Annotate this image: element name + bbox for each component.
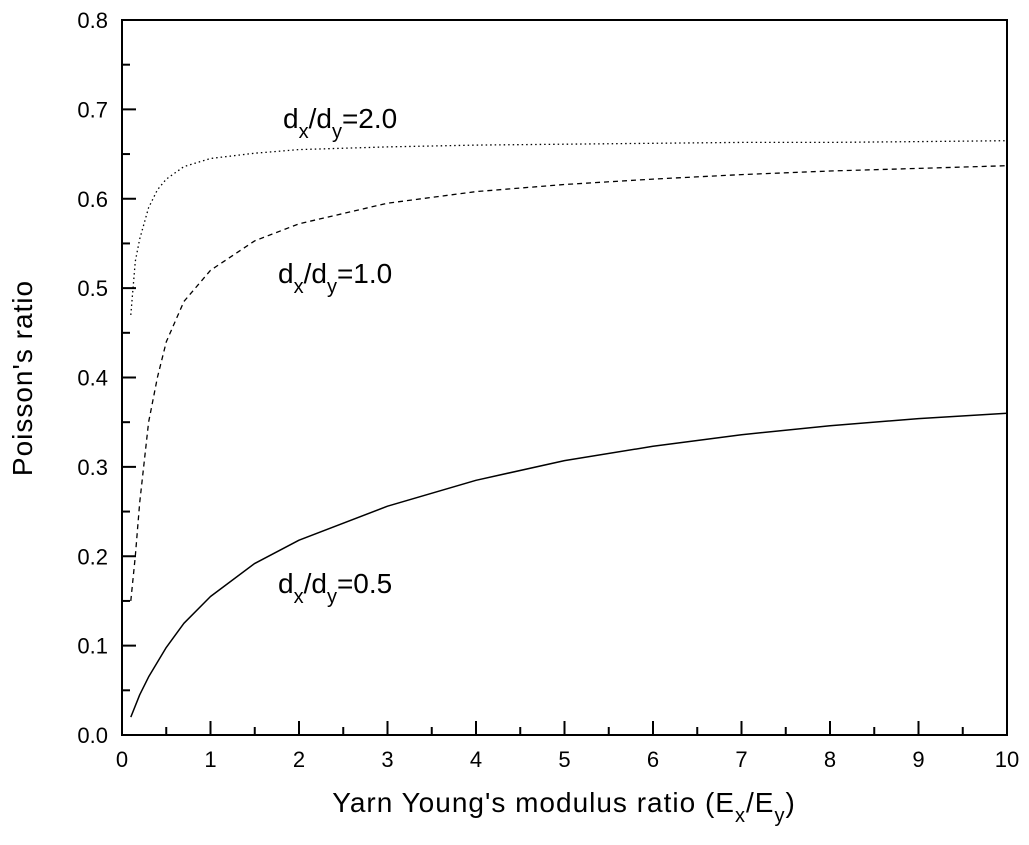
series-line-3	[130, 412, 1008, 718]
x-tick-label: 1	[204, 747, 216, 772]
annotation-series-1: dx/dy=2.0	[283, 103, 397, 143]
x-tick-label: 10	[995, 747, 1019, 772]
annotation-series-3: dx/dy=0.5	[278, 568, 392, 608]
y-tick-label: 0.4	[77, 366, 108, 391]
y-tick-label: 0.7	[77, 97, 108, 122]
y-tick-label: 0.0	[77, 723, 108, 748]
x-tick-label: 3	[381, 747, 393, 772]
x-tick-label: 9	[912, 747, 924, 772]
x-tick-label: 0	[116, 747, 128, 772]
series-lines	[130, 140, 1008, 718]
x-tick-label: 7	[735, 747, 747, 772]
y-tick-label: 0.5	[77, 276, 108, 301]
x-tick-label: 2	[293, 747, 305, 772]
y-tick-labels: 0.0 0.1 0.2 0.3 0.4 0.5 0.6 0.7 0.8	[77, 8, 108, 748]
x-axis-title: Yarn Young's modulus ratio (Ex/Ey)	[332, 787, 796, 827]
annotation-series-2: dx/dy=1.0	[278, 258, 392, 298]
x-tick-label: 4	[470, 747, 482, 772]
y-tick-label: 0.8	[77, 8, 108, 33]
x-tick-labels: 0 1 2 3 4 5 6 7 8 9 10	[116, 747, 1019, 772]
series-line-2	[130, 165, 1008, 601]
y-tick-label: 0.3	[77, 455, 108, 480]
y-tick-label: 0.1	[77, 634, 108, 659]
series-line-1	[130, 140, 1008, 315]
x-tick-label: 8	[824, 747, 836, 772]
x-tick-label: 6	[647, 747, 659, 772]
y-tick-label: 0.2	[77, 544, 108, 569]
y-tick-label: 0.6	[77, 187, 108, 212]
tick-marks	[121, 19, 1008, 736]
x-tick-label: 5	[558, 747, 570, 772]
plot-frame	[121, 19, 1008, 736]
y-axis-title: Poisson's ratio	[7, 280, 38, 476]
